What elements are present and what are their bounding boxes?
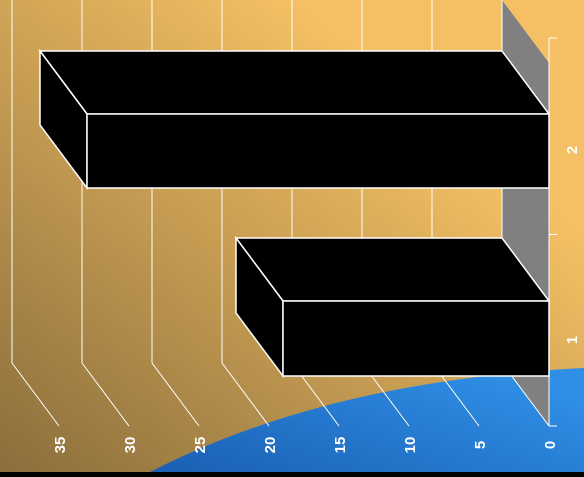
x-tick-label: 15 [332,437,349,454]
bar-layer [38,48,551,379]
bar-top-face [38,50,551,115]
floor-gridline [81,362,130,427]
floor-gridline [221,362,270,427]
category-label: 1 [564,336,581,344]
category-label: 2 [564,146,581,154]
background-swoosh [150,368,584,472]
x-tick-label: 25 [192,437,209,454]
x-tick-label: 10 [402,437,419,454]
x-tick-label: 0 [542,441,559,449]
bar-top-face [234,237,551,302]
floor-gridline [11,362,60,427]
x-tick-label: 30 [122,437,139,454]
x-tick-label: 20 [262,437,279,454]
x-tick-label: 5 [472,441,489,449]
x-tick-label: 35 [52,437,69,454]
bar [282,300,550,377]
floor-gridline [151,362,200,427]
bar [86,113,550,189]
label-layer: 0 5 10 15 20 25 30 35 1 2 [52,146,581,454]
